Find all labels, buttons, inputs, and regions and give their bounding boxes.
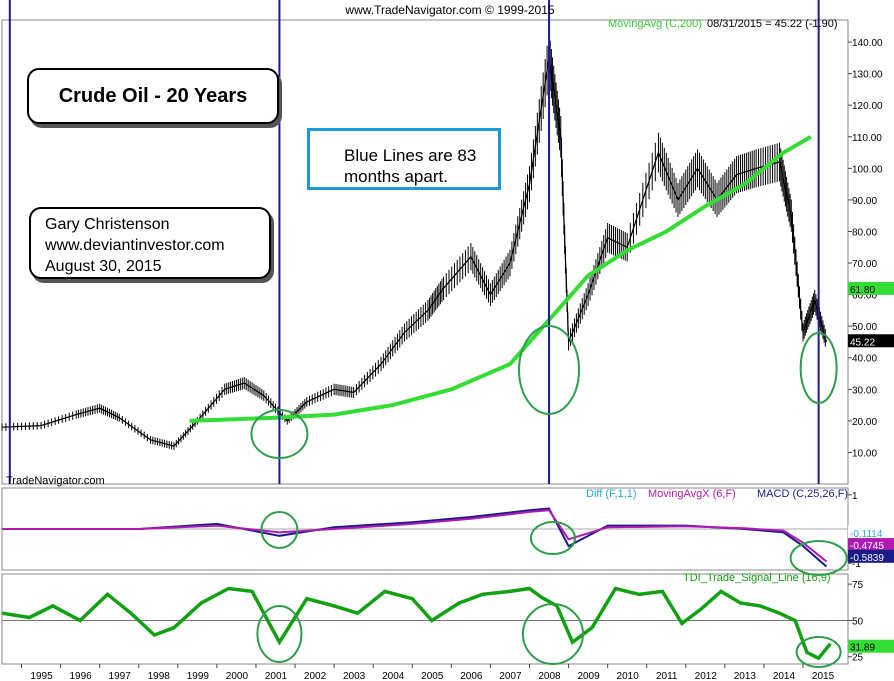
macd-y-tick-label: 1 [852,491,858,502]
macd-value-label-bg [848,549,894,563]
price-y-tick-label: 50.00 [852,322,877,333]
x-tick-label: 2000 [226,671,249,681]
author-site: www.deviantinvestor.com [45,237,225,254]
ma-value-label: 61.80 [850,285,875,296]
highlight-ellipse [795,636,842,668]
price-y-tick-label: 110.00 [852,133,882,144]
price-y-tick-label: 140.00 [852,38,883,49]
x-tick-label: 2008 [538,671,561,681]
x-tick-label: 2005 [421,671,444,681]
x-tick-label: 2014 [773,671,796,681]
highlight-ellipse [260,511,299,549]
x-tick-label: 2012 [695,671,718,681]
tdi-y-tick-label: 75 [852,580,864,591]
x-tick-label: 2003 [343,671,366,681]
tdi-y-tick-label: 25 [852,653,864,664]
highlight-ellipse [256,605,303,663]
price-y-tick-label: 100.00 [852,164,883,175]
price-panel-border [1,19,849,485]
chart-title-box: Crude Oil - 20 Years [27,68,279,124]
highlight-ellipse [529,521,576,555]
x-tick-label: 1997 [109,671,132,681]
price-y-tick-label: 20.00 [852,417,877,428]
price-y-tick-label: 40.00 [852,354,877,365]
macd-value-label: -0.5839 [850,553,884,564]
mavg-value-label-bg [848,538,894,552]
macd-legend-mavg: MovingAvgX (6,F) [648,488,736,500]
moving-avg-legend: MovingAvg (C,200) [608,18,702,30]
x-tick-label: 1998 [148,671,171,681]
macd-legend-macd: MACD (C,25,26,F) [757,488,848,500]
axes: 1995 1996 1997 1998 1999 2000 2001 2002 2003 2004… [21,38,894,681]
ma-value-label-bg [848,281,894,295]
x-tick-label: 1996 [69,671,92,681]
x-tick-label: 2006 [460,671,483,681]
x-tick-label: 1995 [30,671,53,681]
x-tick-label: 2007 [499,671,522,681]
note-line-1: Blue Lines are 83 [344,146,477,165]
price-line [1,57,828,447]
author-name: Gary Christenson [45,216,170,233]
x-tick-label: 2009 [577,671,600,681]
price-y-tick-label: 90.00 [852,196,877,207]
last-value-text: 08/31/2015 = 45.22 (-1.90) [707,18,838,30]
x-tick-label: 2010 [617,671,640,681]
author-box: Gary Christenson www.deviantinvestor.com… [29,207,271,279]
author-date: August 30, 2015 [45,258,162,275]
highlight-circles [250,325,848,668]
highlight-ellipse [518,325,581,415]
x-tick-label: 2013 [734,671,757,681]
copyright-text: www.TradeNavigator.com © 1999-2015 [344,3,554,17]
moving-avg-line [189,135,812,423]
price-y-tick-label: 30.00 [852,385,877,396]
macd-legend-diff: Diff (F,1,1) [586,488,637,500]
price-value-label-bg [848,334,894,348]
tdi-value-label: 31.89 [850,643,875,654]
price-value-label: 45.22 [850,337,875,348]
price-y-tick-label: 130.00 [852,70,883,81]
price-y-tick-label: 10.00 [852,448,877,459]
highlight-ellipse [250,409,309,459]
price-y-tick-label: 120.00 [852,101,883,112]
chart-title: Crude Oil - 20 Years [58,85,248,107]
highlight-ellipse [521,603,584,665]
price-y-tick-label: 80.00 [852,227,877,238]
highlight-ellipse [799,332,838,404]
highlight-ellipse [789,540,848,576]
diff-value-label-bg [848,525,894,539]
x-tick-label: 2002 [304,671,327,681]
watermark-text: TradeNavigator.com [6,475,105,487]
mavg-value-label: -0.4745 [850,541,884,552]
tdi-value-label-bg [848,639,894,653]
diff-value-label: -0.1114 [850,529,883,540]
macd-panel [2,507,848,568]
tdi-legend: TDI_Trade_Signal_Line (16,9) [683,572,831,584]
price-y-tick-label: 70.00 [852,259,877,270]
macd-y-tick-label: -1 [852,559,861,570]
tdi-panel-border [1,573,849,665]
tdi-y-tick-label: 50 [852,616,864,627]
tdi-panel [1,586,848,661]
x-tick-label: 1999 [187,671,210,681]
note-line-2: months apart. [344,167,448,186]
note-box: Blue Lines are 83 months apart. [307,128,501,190]
price-y-tick-label: 60.00 [852,291,877,302]
x-tick-label: 2011 [656,671,678,681]
macd-signal-line [2,509,828,563]
x-tick-label: 2004 [382,671,405,681]
tdi-line [1,586,832,661]
x-tick-label: 2001 [265,671,288,681]
x-tick-label: 2015 [812,671,835,681]
